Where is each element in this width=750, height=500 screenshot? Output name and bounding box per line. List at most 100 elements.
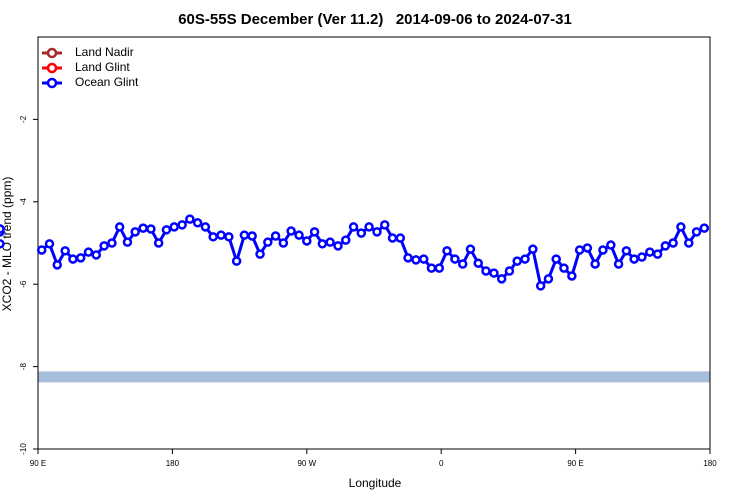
point bbox=[434, 263, 445, 273]
point bbox=[356, 228, 367, 238]
point bbox=[590, 259, 600, 269]
legend-label: Land Glint bbox=[75, 60, 130, 74]
y-axis-label: XCO2 - MLO trend (ppm) bbox=[0, 177, 14, 312]
point bbox=[302, 236, 312, 246]
point bbox=[200, 222, 211, 232]
point bbox=[138, 223, 148, 233]
point bbox=[473, 258, 483, 268]
point bbox=[44, 239, 55, 249]
point bbox=[551, 254, 561, 264]
point bbox=[559, 263, 569, 273]
point bbox=[660, 241, 671, 251]
point bbox=[333, 241, 343, 251]
point bbox=[481, 266, 491, 276]
point bbox=[270, 231, 281, 241]
point bbox=[543, 274, 554, 284]
point bbox=[676, 222, 686, 232]
point bbox=[161, 225, 172, 235]
point bbox=[255, 249, 265, 259]
legend-marker bbox=[46, 77, 58, 89]
point bbox=[489, 268, 499, 278]
point bbox=[130, 227, 140, 237]
x-tick-label: 180 bbox=[166, 459, 180, 468]
legend-marker bbox=[46, 47, 58, 59]
point bbox=[317, 239, 328, 249]
point bbox=[224, 232, 234, 242]
point bbox=[411, 255, 421, 265]
point bbox=[691, 227, 702, 237]
point bbox=[621, 246, 632, 256]
y-tick-label: -10 bbox=[19, 443, 28, 455]
point bbox=[91, 250, 101, 260]
point bbox=[68, 254, 78, 264]
point bbox=[699, 223, 710, 233]
x-tick-label: 90 E bbox=[30, 459, 46, 468]
point bbox=[146, 224, 156, 234]
point bbox=[450, 254, 460, 264]
point bbox=[426, 263, 437, 273]
point bbox=[418, 254, 429, 264]
point bbox=[0, 224, 5, 234]
point bbox=[535, 281, 546, 291]
point bbox=[0, 239, 5, 249]
point bbox=[286, 226, 296, 236]
y-tick-label: -2 bbox=[19, 115, 28, 123]
point bbox=[395, 233, 406, 243]
point bbox=[528, 244, 538, 254]
point bbox=[380, 220, 390, 230]
point bbox=[613, 259, 624, 269]
point bbox=[348, 222, 359, 232]
point bbox=[684, 238, 694, 248]
point bbox=[652, 249, 663, 259]
point bbox=[598, 245, 608, 255]
point bbox=[177, 220, 187, 230]
point bbox=[574, 245, 585, 255]
y-tick-label: -8 bbox=[19, 362, 28, 370]
point bbox=[114, 222, 125, 232]
point bbox=[231, 256, 242, 266]
point bbox=[645, 247, 655, 257]
point bbox=[496, 274, 507, 284]
point bbox=[520, 254, 530, 264]
x-tick-label: 90 W bbox=[297, 459, 316, 468]
point bbox=[216, 230, 226, 240]
point bbox=[153, 238, 164, 248]
point bbox=[403, 253, 413, 263]
point bbox=[606, 240, 616, 250]
point bbox=[185, 214, 195, 224]
x-axis-label: Longitude bbox=[349, 476, 402, 490]
point bbox=[247, 231, 257, 241]
point bbox=[294, 230, 304, 240]
legend-label: Ocean Glint bbox=[75, 75, 139, 89]
point bbox=[364, 222, 374, 232]
point bbox=[504, 266, 515, 276]
point bbox=[239, 230, 250, 240]
point bbox=[637, 252, 647, 262]
y-tick-label: -6 bbox=[19, 280, 28, 288]
point bbox=[36, 245, 47, 255]
point bbox=[457, 259, 468, 269]
point bbox=[582, 243, 593, 253]
point bbox=[442, 246, 452, 256]
point bbox=[341, 235, 351, 245]
point bbox=[465, 244, 476, 254]
legend-marker bbox=[46, 62, 58, 74]
plot-frame bbox=[37, 36, 711, 450]
point bbox=[75, 253, 86, 263]
point bbox=[60, 246, 70, 256]
point bbox=[263, 237, 273, 247]
point bbox=[387, 233, 398, 243]
point bbox=[122, 237, 133, 247]
point bbox=[208, 232, 218, 242]
point bbox=[629, 254, 639, 264]
x-tick-label: 0 bbox=[439, 459, 444, 468]
point bbox=[107, 238, 117, 248]
point bbox=[668, 238, 678, 248]
point bbox=[567, 271, 577, 281]
x-tick-label: 90 E bbox=[567, 459, 583, 468]
point bbox=[512, 256, 522, 266]
point bbox=[372, 227, 382, 237]
point bbox=[278, 238, 289, 248]
y-tick-label: -4 bbox=[19, 198, 28, 206]
